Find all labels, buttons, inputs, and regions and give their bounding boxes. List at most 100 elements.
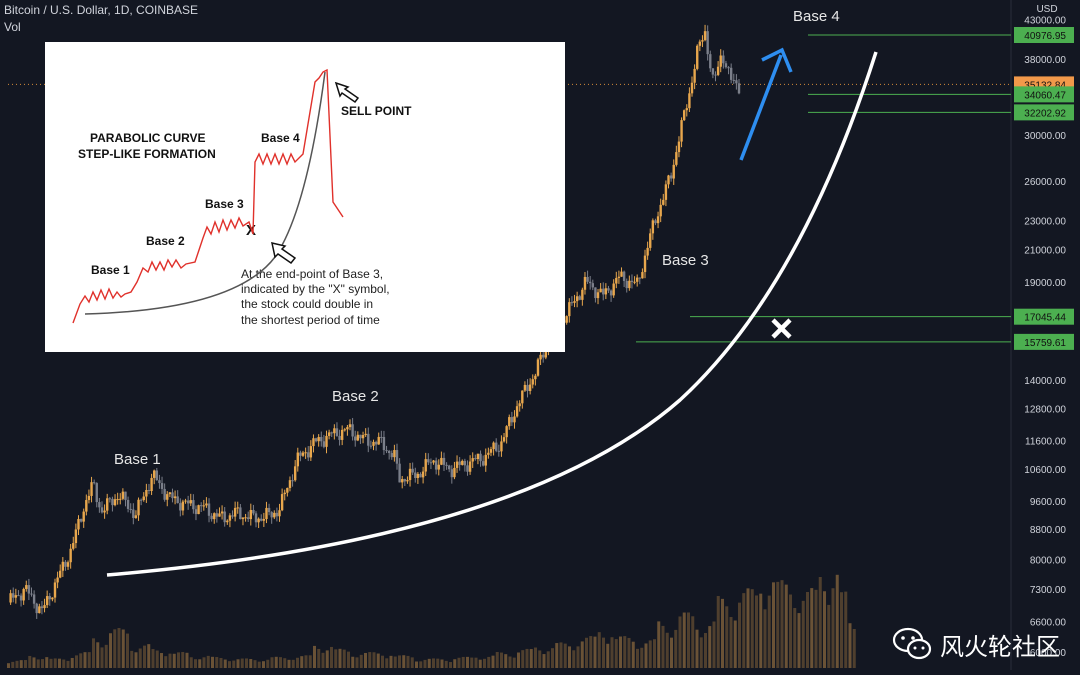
candle-body (575, 296, 579, 302)
candle-body (448, 465, 451, 470)
price-axis-tick-label: 14000.00 (1024, 376, 1066, 387)
candle-body (359, 434, 362, 439)
candle-body (173, 496, 177, 499)
candle-body (625, 280, 628, 289)
volume-bar (580, 641, 584, 668)
candle-body (445, 464, 448, 466)
price-axis-tick-label: 26000.00 (1024, 177, 1066, 188)
volume-bar (789, 594, 792, 668)
volume-bar (249, 659, 253, 668)
candle-body (142, 496, 145, 501)
volume-bar (338, 648, 342, 668)
candle-body (395, 450, 399, 464)
candle-body (126, 499, 130, 509)
candle-body (333, 428, 336, 434)
volume-bar (738, 602, 741, 668)
candle-body (515, 406, 519, 417)
candle-body (119, 498, 122, 500)
volume-bar (810, 588, 814, 668)
volume-bar (172, 653, 176, 668)
candle-body (393, 450, 396, 458)
candle-body (215, 513, 219, 517)
candle-body (356, 434, 360, 441)
volume-bar (491, 655, 495, 668)
candle-body (703, 31, 707, 41)
candle-body (565, 316, 568, 323)
candle-body (690, 82, 694, 94)
candle-body (387, 450, 391, 454)
candle-body (628, 280, 631, 289)
candle-body (348, 424, 352, 428)
candle-body (458, 461, 461, 465)
candle-body (646, 247, 649, 256)
candle-body (615, 277, 618, 284)
volume-bar (393, 656, 397, 668)
candle-body (338, 435, 341, 440)
candle-body (147, 490, 151, 492)
candle-body (160, 483, 164, 489)
inset-note-line2: indicated by the "X" symbol, (241, 282, 390, 296)
candle-body (481, 461, 485, 466)
candle-body (69, 548, 72, 563)
candle-body (617, 276, 621, 278)
candle-body (461, 460, 464, 465)
candle-body (369, 445, 373, 447)
price-axis-tick-label: 7300.00 (1030, 585, 1067, 596)
price-level-label-bg (1014, 308, 1074, 325)
candle-body (510, 417, 514, 423)
volume-bar (274, 656, 278, 668)
candle-body (607, 288, 610, 291)
volume-bar (83, 652, 87, 668)
candle-body (411, 468, 414, 473)
volume-bar (381, 655, 384, 668)
candle-body (361, 435, 365, 439)
volume-bar (776, 581, 780, 668)
candle-body (103, 510, 106, 513)
candle-body (9, 593, 12, 603)
candle-body (35, 603, 38, 614)
volume-bar (818, 576, 822, 668)
candle-body (38, 606, 41, 614)
candle-body (249, 509, 252, 520)
candle-body (573, 301, 576, 303)
volume-bar (687, 612, 690, 668)
volume-bar (45, 657, 49, 668)
volume-bar (253, 660, 257, 668)
volume-bar (759, 593, 763, 668)
candle-body (139, 499, 143, 501)
price-axis-tick-label: 38000.00 (1024, 55, 1066, 66)
volume-bar (236, 659, 240, 668)
candle-body (137, 499, 140, 516)
candle-body (275, 512, 279, 517)
candle-body (199, 505, 203, 507)
volume-bar (321, 652, 325, 668)
parabolic-curve (106, 51, 878, 577)
candle-body (95, 483, 98, 503)
candle-body (698, 41, 702, 46)
volume-bar (206, 655, 210, 668)
candle-body (688, 93, 691, 109)
candle-body (367, 433, 370, 446)
candle-body (111, 498, 114, 506)
volume-bar (797, 613, 801, 668)
candle-body (317, 437, 320, 442)
volume-bar (623, 636, 627, 668)
volume-bar (784, 584, 788, 668)
candle-body (588, 281, 592, 284)
volume-bar (453, 659, 457, 668)
price-axis-tick-label: 11600.00 (1025, 436, 1066, 447)
volume-bar (415, 661, 418, 668)
candle-body (534, 375, 537, 380)
volume-bar (674, 629, 678, 668)
volume-bar (304, 655, 308, 668)
volume-bar (631, 641, 635, 668)
candle-body (293, 466, 297, 481)
candle-body (727, 67, 730, 69)
price-level-label-bg (1014, 333, 1074, 350)
volume-bar (376, 653, 380, 668)
volume-bar (852, 628, 856, 668)
volume-bar (24, 660, 27, 668)
volume-bar (682, 612, 686, 668)
volume-bar (160, 653, 163, 668)
